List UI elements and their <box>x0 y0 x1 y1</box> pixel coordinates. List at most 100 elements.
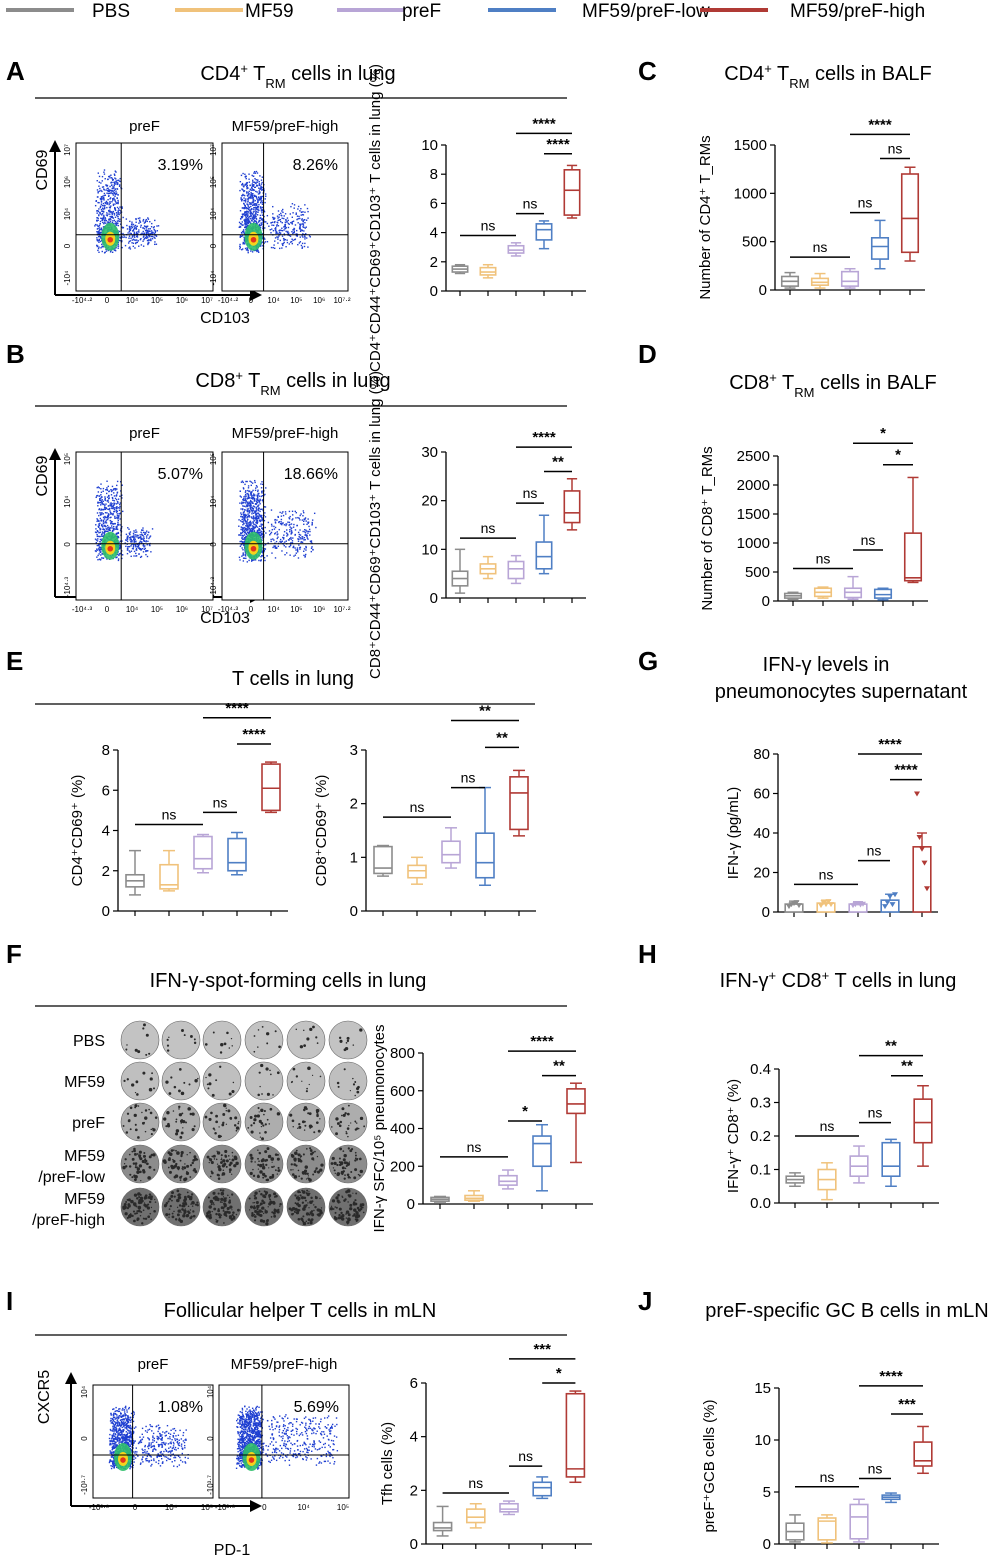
flow-y-label: CXCR5 <box>36 1370 53 1424</box>
event-dot <box>247 197 250 199</box>
event-dot <box>251 185 253 187</box>
event-dot <box>261 490 263 492</box>
title-rest: cells in BALF <box>809 63 931 85</box>
event-dot <box>244 176 247 178</box>
series-4 <box>261 761 281 814</box>
event-dot <box>96 224 98 226</box>
sig-label: * <box>880 425 886 442</box>
event-dot <box>300 538 302 540</box>
event-dot <box>247 210 249 213</box>
event-dot <box>104 219 106 222</box>
event-dot <box>261 214 264 216</box>
event-dot <box>244 491 247 493</box>
event-dot <box>135 1453 138 1456</box>
event-dot <box>114 216 117 218</box>
event-dot <box>289 537 291 540</box>
event-dot <box>117 182 119 184</box>
event-dot <box>114 497 117 500</box>
series-4 <box>563 478 581 531</box>
event-dot <box>112 199 114 201</box>
event-dot <box>271 525 273 527</box>
event-dot <box>122 227 124 229</box>
event-dot <box>299 519 301 521</box>
event-dot <box>114 170 117 172</box>
event-dot <box>260 197 262 199</box>
event-dot <box>100 497 102 499</box>
series-0 <box>430 1195 450 1203</box>
event-dot <box>134 534 137 536</box>
event-dot <box>261 508 263 510</box>
event-dot <box>96 556 98 558</box>
event-dot <box>287 219 289 222</box>
panel-letter-J: J <box>638 1286 652 1316</box>
event-dot <box>147 228 150 230</box>
y-tick-label: 0 <box>407 1196 415 1213</box>
event-dot <box>242 552 244 554</box>
event-dot <box>247 526 249 528</box>
event-dot <box>300 214 302 216</box>
event-dot <box>169 1458 172 1460</box>
event-dot <box>100 483 102 485</box>
event-dot <box>130 1448 132 1451</box>
event-dot <box>101 250 103 253</box>
event-dot <box>100 208 103 211</box>
event-dot <box>102 503 104 506</box>
event-dot <box>122 232 124 235</box>
event-dot <box>117 536 120 539</box>
event-dot <box>276 537 278 540</box>
box <box>407 864 427 879</box>
event-dot <box>308 235 311 237</box>
event-dot <box>114 181 116 183</box>
event-dot <box>270 509 273 511</box>
event-dot <box>255 514 257 516</box>
event-dot <box>114 223 117 225</box>
event-dot <box>103 533 106 535</box>
series-0 <box>780 271 800 289</box>
event-dot <box>131 235 134 237</box>
event-dot <box>111 489 113 491</box>
sig-label: ns <box>481 520 496 536</box>
event-dot <box>244 243 246 245</box>
panel-title-D: CD8+ TRM cells in BALF <box>729 370 937 400</box>
event-dot <box>103 173 106 175</box>
event-dot <box>149 220 151 223</box>
event-dot <box>146 235 148 238</box>
event-dot <box>121 240 123 242</box>
event-dot <box>255 484 258 487</box>
panel-title-E: T cells in lung <box>232 668 354 690</box>
event-dot <box>251 189 254 191</box>
event-dot <box>263 550 266 552</box>
event-dot <box>282 514 285 517</box>
event-dot <box>244 531 246 533</box>
event-dot <box>307 246 309 248</box>
event-dot <box>107 178 109 180</box>
event-dot <box>126 552 129 555</box>
event-dot <box>128 528 130 530</box>
event-dot <box>241 518 243 521</box>
event-dot <box>128 1406 131 1409</box>
event-dot <box>174 1438 176 1440</box>
event-dot <box>99 240 102 243</box>
event-dot <box>114 199 116 201</box>
event-dot <box>106 192 108 194</box>
flow-x-arrowhead <box>250 1500 262 1512</box>
event-dot <box>244 516 246 518</box>
event-dot <box>117 1429 120 1432</box>
event-dot <box>259 175 261 177</box>
event-dot <box>116 507 118 510</box>
event-dot <box>114 523 116 525</box>
event-dot <box>135 221 137 223</box>
event-dot <box>116 556 118 558</box>
event-dot <box>180 1445 183 1447</box>
event-dot <box>115 1428 118 1430</box>
event-dot <box>277 210 280 212</box>
event-dot <box>250 219 253 222</box>
event-dot <box>118 1410 121 1413</box>
event-dot <box>311 546 313 548</box>
event-dot <box>306 535 308 538</box>
event-dot <box>288 517 290 519</box>
event-dot <box>245 182 248 184</box>
y-tick-label: 500 <box>742 234 767 251</box>
event-dot <box>150 1456 152 1458</box>
event-dot <box>274 237 277 239</box>
